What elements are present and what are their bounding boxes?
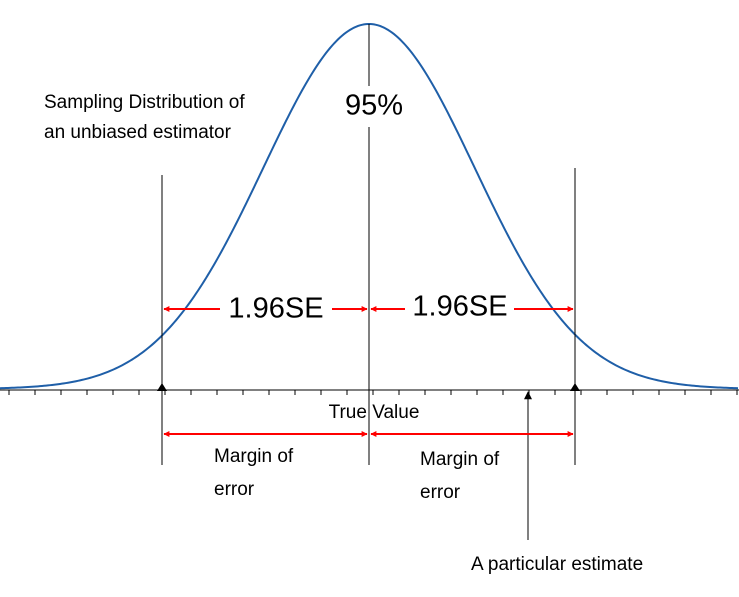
margin-label: error [214, 479, 255, 500]
margin-label: Margin of [214, 446, 294, 467]
se-label: 1.96SE [228, 293, 323, 325]
estimate-label: A particular estimate [471, 554, 643, 575]
label: Sampling Distribution of [44, 92, 245, 113]
marker [157, 383, 167, 391]
axis-ticks [8, 390, 738, 395]
margin-label: error [420, 482, 461, 503]
confidence-label: 95% [345, 90, 403, 122]
marker [570, 383, 580, 391]
se-label: 1.96SE [412, 291, 507, 323]
label: an unbiased estimator [44, 122, 232, 143]
center-label: True Value [329, 402, 420, 423]
margin-label: Margin of [420, 449, 500, 470]
